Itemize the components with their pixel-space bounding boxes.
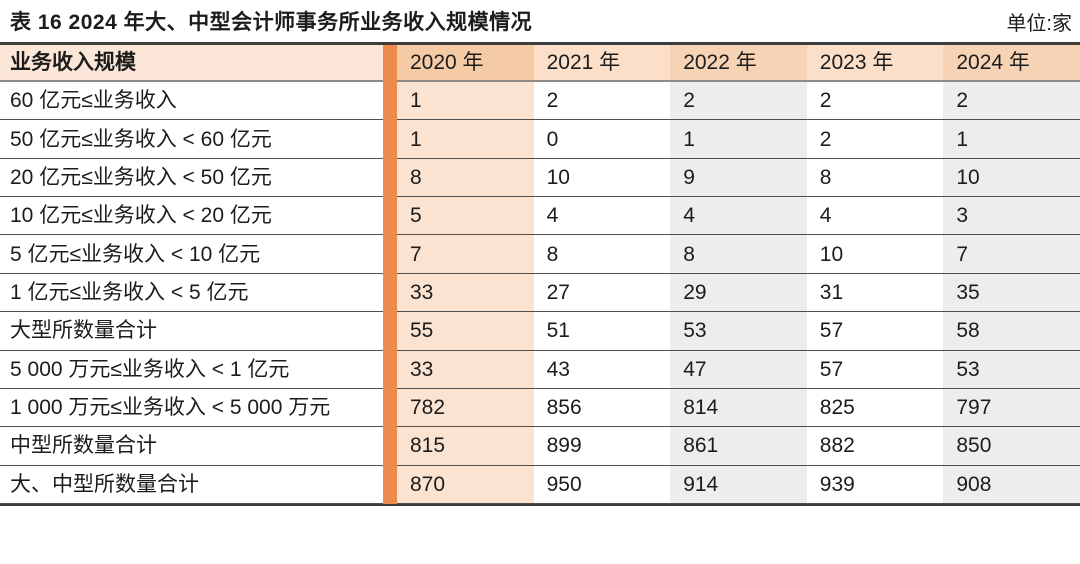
data-cell: 1 [397, 120, 534, 158]
column-header-2024: 2024 年 [943, 45, 1080, 80]
data-cell: 51 [533, 312, 671, 350]
data-cell: 782 [397, 388, 534, 427]
data-cell: 1 [943, 120, 1080, 158]
data-cell: 3 [943, 197, 1080, 235]
data-cell: 31 [806, 273, 944, 312]
table-row: 5 亿元≤业务收入 < 10 亿元 7 8 8 10 7 [0, 235, 1080, 274]
column-header-revenue-scale: 业务收入规模 [0, 45, 397, 80]
table-row: 5 000 万元≤业务收入 < 1 亿元 33 43 47 57 53 [0, 350, 1080, 389]
data-cell: 57 [806, 350, 944, 388]
data-cell: 27 [533, 273, 671, 312]
data-cell: 5 [397, 197, 534, 235]
table-title: 表 16 2024 年大、中型会计师事务所业务收入规模情况 [10, 11, 533, 34]
data-cell: 8 [533, 235, 671, 273]
row-label: 60 亿元≤业务收入 [0, 82, 397, 120]
data-cell: 33 [397, 273, 534, 312]
row-label: 大、中型所数量合计 [0, 465, 397, 503]
data-cell: 43 [533, 350, 671, 388]
row-label: 50 亿元≤业务收入 < 60 亿元 [0, 120, 397, 158]
data-cell: 2 [670, 82, 807, 120]
data-cell: 4 [806, 197, 944, 235]
data-cell: 8 [806, 158, 944, 197]
column-header-2023: 2023 年 [806, 45, 944, 80]
table-row: 20 亿元≤业务收入 < 50 亿元 8 10 9 8 10 [0, 158, 1080, 198]
data-cell: 950 [533, 465, 671, 503]
row-label: 大型所数量合计 [0, 312, 397, 350]
data-cell: 4 [533, 197, 671, 235]
data-cell: 815 [397, 427, 534, 465]
data-cell: 2 [533, 82, 671, 120]
table-row: 60 亿元≤业务收入 1 2 2 2 2 [0, 82, 1080, 121]
row-label: 1 000 万元≤业务收入 < 5 000 万元 [0, 388, 397, 427]
data-cell: 53 [670, 312, 807, 350]
data-cell: 47 [670, 350, 807, 388]
data-cell: 29 [670, 273, 807, 312]
data-cell: 33 [397, 350, 534, 388]
row-label: 5 000 万元≤业务收入 < 1 亿元 [0, 350, 397, 388]
column-header-2021: 2021 年 [533, 45, 671, 80]
data-cell: 8 [670, 235, 807, 273]
data-cell: 870 [397, 465, 534, 503]
table-row-medium-firms-total: 中型所数量合计 815 899 861 882 850 [0, 427, 1080, 466]
orange-column-divider [383, 45, 397, 504]
data-cell: 7 [397, 235, 534, 273]
data-cell: 9 [670, 158, 807, 197]
data-cell: 797 [943, 388, 1080, 427]
data-cell: 861 [670, 427, 807, 465]
data-cell: 882 [806, 427, 944, 465]
row-label: 5 亿元≤业务收入 < 10 亿元 [0, 235, 397, 273]
table-header-row: 业务收入规模 2020 年 2021 年 2022 年 2023 年 2024 … [0, 45, 1080, 82]
data-cell: 914 [670, 465, 807, 503]
data-cell: 10 [806, 235, 944, 273]
row-label: 中型所数量合计 [0, 427, 397, 465]
data-cell: 850 [943, 427, 1080, 465]
data-cell: 4 [670, 197, 807, 235]
data-cell: 57 [806, 312, 944, 350]
data-cell: 10 [943, 158, 1080, 197]
unit-label: 单位:家 [1006, 12, 1072, 35]
data-cell: 856 [533, 388, 671, 427]
row-label: 20 亿元≤业务收入 < 50 亿元 [0, 158, 397, 197]
table-row: 50 亿元≤业务收入 < 60 亿元 1 0 1 2 1 [0, 120, 1080, 159]
data-cell: 1 [670, 120, 807, 158]
data-cell: 825 [806, 388, 944, 427]
data-cell: 53 [943, 350, 1080, 388]
table-caption-row: 表 16 2024 年大、中型会计师事务所业务收入规模情况 单位:家 [10, 4, 1072, 38]
data-cell: 35 [943, 273, 1080, 312]
data-table: 业务收入规模 2020 年 2021 年 2022 年 2023 年 2024 … [0, 42, 1080, 506]
data-cell: 939 [806, 465, 944, 503]
column-header-2022: 2022 年 [670, 45, 807, 80]
row-label: 1 亿元≤业务收入 < 5 亿元 [0, 273, 397, 312]
data-cell: 2 [806, 82, 944, 120]
data-cell: 2 [943, 82, 1080, 120]
table-row: 1 000 万元≤业务收入 < 5 000 万元 782 856 814 825… [0, 388, 1080, 428]
column-header-2020: 2020 年 [397, 45, 534, 80]
data-cell: 8 [397, 158, 534, 197]
data-cell: 0 [533, 120, 671, 158]
table-row-large-firms-total: 大型所数量合计 55 51 53 57 58 [0, 312, 1080, 351]
data-cell: 2 [806, 120, 944, 158]
data-cell: 10 [533, 158, 671, 197]
row-label: 10 亿元≤业务收入 < 20 亿元 [0, 197, 397, 235]
table-row: 10 亿元≤业务收入 < 20 亿元 5 4 4 4 3 [0, 197, 1080, 236]
data-cell: 7 [943, 235, 1080, 273]
data-cell: 814 [670, 388, 807, 427]
data-cell: 55 [397, 312, 534, 350]
data-cell: 908 [943, 465, 1080, 503]
data-cell: 899 [533, 427, 671, 465]
table-row-grand-total: 大、中型所数量合计 870 950 914 939 908 [0, 465, 1080, 504]
data-cell: 58 [943, 312, 1080, 350]
table-row: 1 亿元≤业务收入 < 5 亿元 33 27 29 31 35 [0, 273, 1080, 313]
data-cell: 1 [397, 82, 534, 120]
